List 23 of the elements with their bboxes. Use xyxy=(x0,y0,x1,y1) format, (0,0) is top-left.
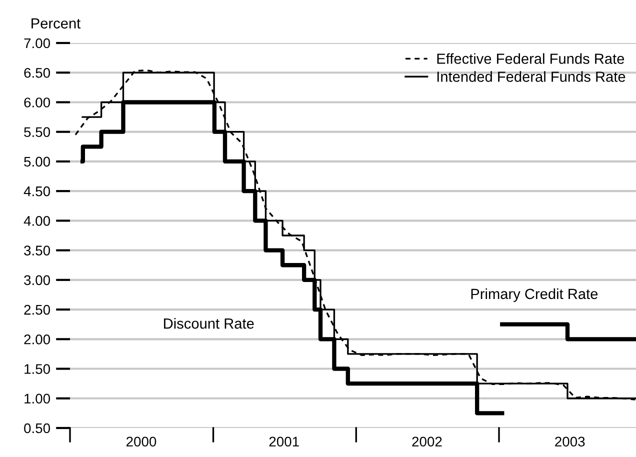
y-tick-label: 3.50 xyxy=(24,246,50,256)
y-tick-label: 2.00 xyxy=(24,334,50,344)
legend-label: Effective Federal Funds Rate xyxy=(437,53,624,64)
annotation: Primary Credit Rate xyxy=(471,288,598,302)
y-axis-title: Percent xyxy=(32,18,81,29)
x-tick-label: 2002 xyxy=(412,436,442,447)
y-tick-label: 5.50 xyxy=(24,127,50,138)
y-tick-label: 4.50 xyxy=(24,186,50,196)
y-tick-label: 1.00 xyxy=(24,394,50,404)
x-tick-label: 2001 xyxy=(269,436,299,447)
y-tick-label: 7.00 xyxy=(24,38,50,48)
y-tick-label: 0.50 xyxy=(24,423,50,434)
y-tick-label: 6.50 xyxy=(24,68,50,78)
x-tick-label: 2000 xyxy=(126,436,156,447)
y-tick-label: 5.00 xyxy=(24,156,50,167)
y-tick-label: 6.00 xyxy=(24,98,50,108)
annotation: Discount Rate xyxy=(164,318,254,329)
y-tick-label: 2.50 xyxy=(24,304,50,315)
x-tick-label: 2003 xyxy=(555,436,585,447)
y-tick-label: 4.00 xyxy=(24,216,50,226)
y-tick-label: 3.00 xyxy=(24,275,50,286)
legend-label: Intended Federal Funds Rate xyxy=(437,71,626,82)
y-tick-label: 1.50 xyxy=(24,364,50,374)
